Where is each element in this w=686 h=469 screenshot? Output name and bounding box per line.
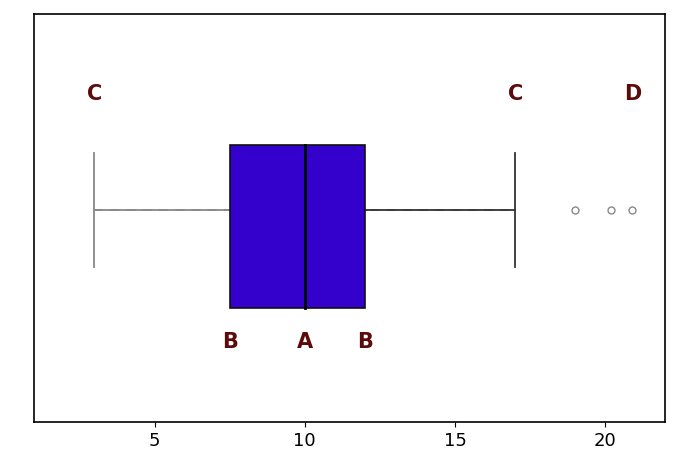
- Bar: [230, 144, 365, 308]
- Text: D: D: [624, 84, 641, 104]
- Text: A: A: [297, 333, 313, 352]
- Text: C: C: [87, 84, 102, 104]
- Text: C: C: [508, 84, 523, 104]
- Text: B: B: [222, 333, 237, 352]
- Text: B: B: [357, 333, 372, 352]
